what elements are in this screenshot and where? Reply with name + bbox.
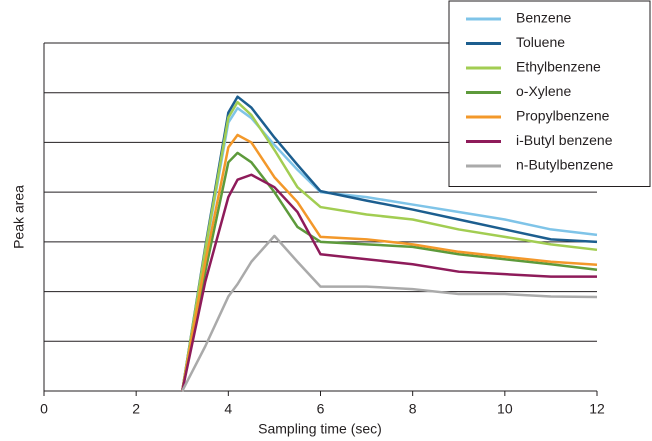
legend: Benzene Toluene Ethylbenzene o-Xylene Propyl…: [448, 0, 651, 187]
series-line: [181, 133, 598, 392]
legend-label: Toluene: [516, 34, 565, 50]
x-tick-label: 4: [224, 401, 232, 417]
series-line: [181, 106, 598, 392]
legend-label: n-Butylbenzene: [516, 157, 614, 173]
legend-label: Ethylbenzene: [516, 59, 601, 75]
series-line: [181, 173, 597, 392]
x-tick-label: 10: [497, 401, 513, 417]
legend-label: Benzene: [516, 10, 571, 26]
x-tick-label: 0: [40, 401, 48, 417]
x-axis-label: Sampling time (sec): [258, 421, 382, 437]
legend-label: Propylbenzene: [516, 108, 610, 124]
x-tick-label: 6: [317, 401, 325, 417]
x-tick-label: 8: [409, 401, 417, 417]
series-line: [181, 100, 598, 392]
legend-label: o-Xylene: [516, 83, 571, 99]
series-line: [181, 95, 598, 392]
y-axis-label: Peak area: [11, 185, 27, 249]
x-tick-label: 12: [589, 401, 605, 417]
legend-label: i-Butyl benzene: [516, 132, 613, 148]
series-line: [181, 234, 598, 392]
x-tick-label: 2: [132, 401, 140, 417]
